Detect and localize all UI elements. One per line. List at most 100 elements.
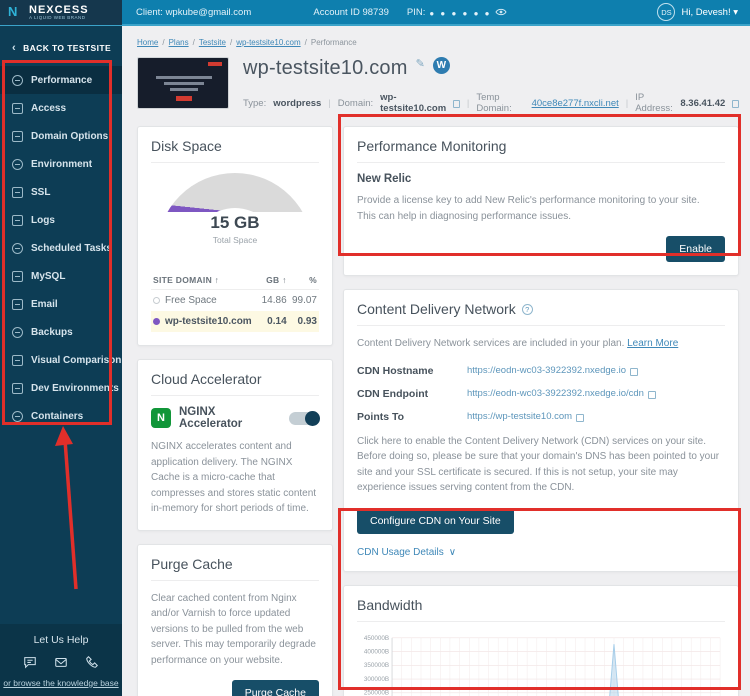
containers-icon: [12, 410, 23, 422]
copy-icon[interactable]: [576, 413, 585, 422]
sidebar-item-environment[interactable]: Environment: [0, 150, 122, 178]
sidebar-item-backups[interactable]: Backups: [0, 318, 122, 346]
disk-col-domain[interactable]: SITE DOMAIN ↑: [151, 271, 259, 290]
enable-button[interactable]: Enable: [666, 236, 725, 262]
disk-col-gb[interactable]: GB ↑: [258, 271, 289, 290]
sidebar-help: Let Us Help or browse the knowledge base: [0, 624, 122, 696]
brand-tagline: A LIQUID WEB BRAND: [29, 14, 86, 20]
disk-space-card: Disk Space 15 GB Total Space SITE DOMAIN…: [137, 126, 333, 346]
sidebar-item-mysql[interactable]: MySQL: [0, 262, 122, 290]
purge-cache-card: Purge Cache Clear cached content from Ng…: [137, 543, 333, 696]
account-id: Account ID 98739: [313, 6, 389, 18]
cdn-details: CDN Hostname https://eodn-wc03-3922392.nx…: [357, 365, 725, 423]
cdn-row: CDN Hostname https://eodn-wc03-3922392.nx…: [357, 365, 725, 377]
sidebar-item-performance[interactable]: Performance: [0, 66, 122, 94]
wordpress-icon: W: [432, 57, 450, 74]
sidebar-item-label: Email: [31, 298, 58, 310]
scheduled-tasks-icon: [12, 242, 23, 254]
legend-dot-icon: [153, 318, 160, 325]
mysql-icon: [12, 270, 23, 282]
disk-row[interactable]: wp-testsite10.com 0.14 0.93: [151, 311, 319, 332]
cdn-row-label: Points To: [357, 410, 405, 423]
knowledge-base-link[interactable]: or browse the knowledge base: [3, 678, 119, 688]
external-link-icon[interactable]: [453, 100, 460, 108]
site-title: wp-testsite10.com: [243, 57, 408, 79]
breadcrumb-plans[interactable]: Plans: [168, 38, 189, 47]
sidebar-item-logs[interactable]: Logs: [0, 206, 122, 234]
chevron-left-icon: ‹: [12, 42, 17, 54]
copy-icon[interactable]: [647, 390, 656, 399]
nexcess-logo[interactable]: N NEXCESS A LIQUID WEB BRAND: [0, 0, 122, 25]
cdn-usage-details-link[interactable]: CDN Usage Details ∨: [357, 546, 457, 558]
breadcrumb-testsite[interactable]: Testsite: [198, 38, 226, 47]
sidebar: ‹ BACK TO TESTSITE Performance Access Doma…: [0, 26, 122, 696]
disk-col-pct[interactable]: %: [288, 271, 319, 290]
edit-icon[interactable]: ✎: [415, 58, 425, 70]
cdn-intro: Content Delivery Network services are in…: [357, 338, 625, 349]
copy-icon[interactable]: [732, 100, 739, 108]
nexcess-logo-icon: N: [8, 4, 18, 19]
breadcrumb-performance: Performance: [310, 38, 357, 47]
new-relic-description: Provide a license key to add New Relic's…: [357, 195, 700, 222]
breadcrumb-wp-testsite10.com[interactable]: wp-testsite10.com: [236, 38, 301, 47]
performance-monitoring-card: Performance Monitoring New Relic Provide…: [343, 126, 739, 276]
sidebar-item-dev-environments[interactable]: Dev Environments: [0, 374, 122, 402]
performance-icon: [12, 74, 23, 86]
purge-cache-description: Clear cached content from Nginx and/or V…: [151, 592, 316, 666]
disk-total-value: 15 GB: [210, 213, 260, 232]
sidebar-item-email[interactable]: Email: [0, 290, 122, 318]
main-content: Home / Plans / Testsite / wp-testsite10.com / Pe…: [122, 28, 750, 696]
cloud-accelerator-card: Cloud Accelerator N NGINX Accelerator NG…: [137, 359, 333, 531]
purge-cache-button[interactable]: Purge Cache: [231, 680, 319, 696]
type-label: Type:: [243, 97, 267, 109]
sidebar-item-ssl[interactable]: SSL: [0, 178, 122, 206]
disk-row-pct: 0.93: [297, 316, 317, 327]
domain-value: wp-testsite10.com: [380, 92, 447, 114]
svg-text:350000B: 350000B: [364, 662, 389, 669]
sidebar-item-label: MySQL: [31, 270, 66, 282]
sidebar-item-label: Backups: [31, 326, 73, 338]
avatar: DS: [657, 3, 676, 21]
site-header: wp-testsite10.com ✎ W Type: wordpress | D…: [137, 57, 739, 114]
pin-label: PIN:: [406, 6, 426, 18]
email-icon: [12, 298, 23, 310]
help-icon[interactable]: ?: [521, 303, 533, 315]
sidebar-item-domain-options[interactable]: Domain Options: [0, 122, 122, 150]
sidebar-item-visual-comparison[interactable]: Visual Comparison: [0, 346, 122, 374]
temp-domain-link[interactable]: 40ce8e277f.nxcli.net: [531, 97, 619, 109]
sidebar-item-scheduled-tasks[interactable]: Scheduled Tasks: [0, 234, 122, 262]
logs-icon: [12, 214, 23, 226]
bandwidth-chart-svg: 450000B400000B350000B300000B250000B20000…: [364, 634, 721, 696]
disk-row-pct: 99.07: [291, 295, 317, 306]
performance-monitoring-title: Performance Monitoring: [357, 138, 725, 163]
disk-space-title: Disk Space: [151, 138, 319, 163]
sidebar-item-access[interactable]: Access: [0, 94, 122, 122]
site-thumbnail: [137, 57, 229, 109]
bandwidth-late-area: [609, 643, 619, 696]
legend-dot-icon: [153, 297, 160, 304]
nginx-accelerator-toggle[interactable]: [289, 410, 320, 426]
chat-icon[interactable]: [23, 655, 37, 669]
cdn-row-label: CDN Endpoint: [357, 387, 429, 400]
copy-icon[interactable]: [629, 367, 638, 376]
user-menu[interactable]: DS Hi, Devesh! ▾: [657, 3, 738, 21]
cdn-row-value: https://wp-testsite10.com: [467, 411, 573, 422]
breadcrumb-home[interactable]: Home: [137, 38, 159, 47]
top-bar: N NEXCESS A LIQUID WEB BRAND Client: wpk…: [0, 0, 750, 26]
phone-icon[interactable]: [85, 655, 99, 669]
ssl-icon: [12, 186, 23, 198]
sidebar-item-label: Performance: [31, 74, 93, 86]
mail-icon[interactable]: [54, 655, 68, 669]
cdn-note: Click here to enable the Content Deliver…: [357, 435, 720, 494]
back-to-testsite[interactable]: ‹ BACK TO TESTSITE: [0, 26, 122, 66]
configure-cdn-button[interactable]: Configure CDN on Your Site: [357, 507, 514, 534]
sidebar-item-containers[interactable]: Containers: [0, 402, 122, 430]
svg-text:250000B: 250000B: [364, 689, 389, 696]
disk-row[interactable]: Free Space 14.86 99.07: [151, 290, 319, 312]
ip-label: IP Address:: [635, 92, 673, 114]
cdn-row: Points To https://wp-testsite10.com: [357, 411, 725, 423]
eye-icon[interactable]: [495, 7, 508, 17]
sidebar-item-label: Dev Environments: [31, 382, 119, 394]
disk-total-label: Total Space: [212, 235, 258, 245]
learn-more-link[interactable]: Learn More: [627, 338, 679, 349]
